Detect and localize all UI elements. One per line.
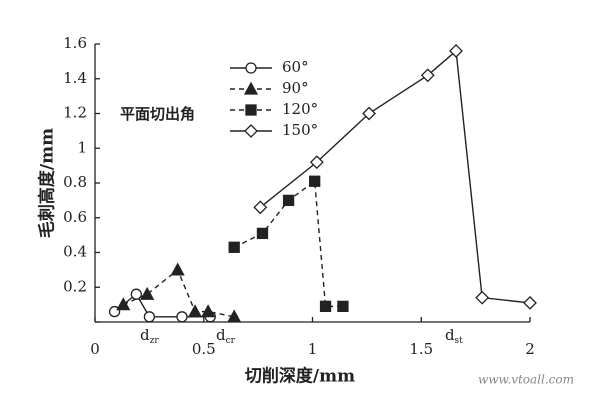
marker	[116, 297, 131, 311]
marker	[253, 200, 268, 215]
y-tick-label: 0.8	[63, 173, 87, 191]
x-tick-label: 0	[90, 340, 100, 358]
x-axis-label: 切削深度/mm	[245, 366, 355, 387]
marker	[256, 227, 269, 240]
legend-label: 60°	[282, 58, 309, 76]
marker	[523, 295, 537, 310]
legend-marker	[245, 62, 257, 74]
x-tick-label: 2	[525, 340, 535, 358]
annotation-text: d	[216, 326, 226, 344]
marker	[309, 175, 321, 187]
annotation: dcr	[216, 326, 236, 346]
marker	[420, 68, 435, 83]
marker	[319, 300, 332, 313]
legend-marker	[244, 124, 258, 138]
marker	[187, 304, 203, 318]
annotation-sub: cr	[226, 336, 236, 346]
annotation-text: d	[140, 326, 150, 344]
legend-label: 90°	[282, 79, 309, 97]
annotation-text: d	[445, 326, 455, 344]
legend-marker	[243, 81, 259, 95]
annotation: dst	[445, 326, 463, 346]
marker	[176, 311, 188, 323]
marker	[170, 262, 185, 276]
marker	[475, 290, 490, 305]
annotation-sub: st	[455, 336, 464, 346]
x-tick-label: 1	[308, 340, 318, 358]
annotation-sub: zr	[150, 336, 160, 346]
marker	[362, 106, 376, 121]
x-tick-label: 0.5	[192, 340, 216, 358]
marker	[309, 155, 324, 170]
y-tick-label: 1	[77, 138, 87, 156]
marker	[282, 194, 295, 207]
marker	[143, 311, 156, 323]
marker	[337, 300, 349, 313]
y-axis-label: 毛刺高度/mm	[37, 128, 58, 238]
legend-marker	[245, 104, 257, 116]
y-tick-label: 0.6	[63, 208, 87, 226]
marker	[227, 309, 242, 323]
legend-label: 120°	[282, 100, 318, 118]
y-tick-label: 0.2	[63, 277, 87, 295]
x-tick-label: 1.5	[409, 340, 433, 358]
y-tick-label: 0.4	[63, 243, 87, 261]
marker	[228, 241, 240, 253]
y-tick-label: 1.6	[63, 34, 87, 52]
marker	[130, 288, 142, 300]
legend-title: 平面切出角	[120, 105, 195, 123]
y-tick-label: 1.4	[63, 69, 87, 87]
annotation: dzr	[140, 326, 159, 346]
watermark: www.vtoall.com	[478, 373, 574, 387]
y-tick-label: 1.2	[63, 104, 87, 122]
marker	[140, 286, 155, 300]
legend-label: 150°	[282, 121, 318, 139]
marker	[201, 304, 216, 318]
marker	[449, 44, 463, 58]
